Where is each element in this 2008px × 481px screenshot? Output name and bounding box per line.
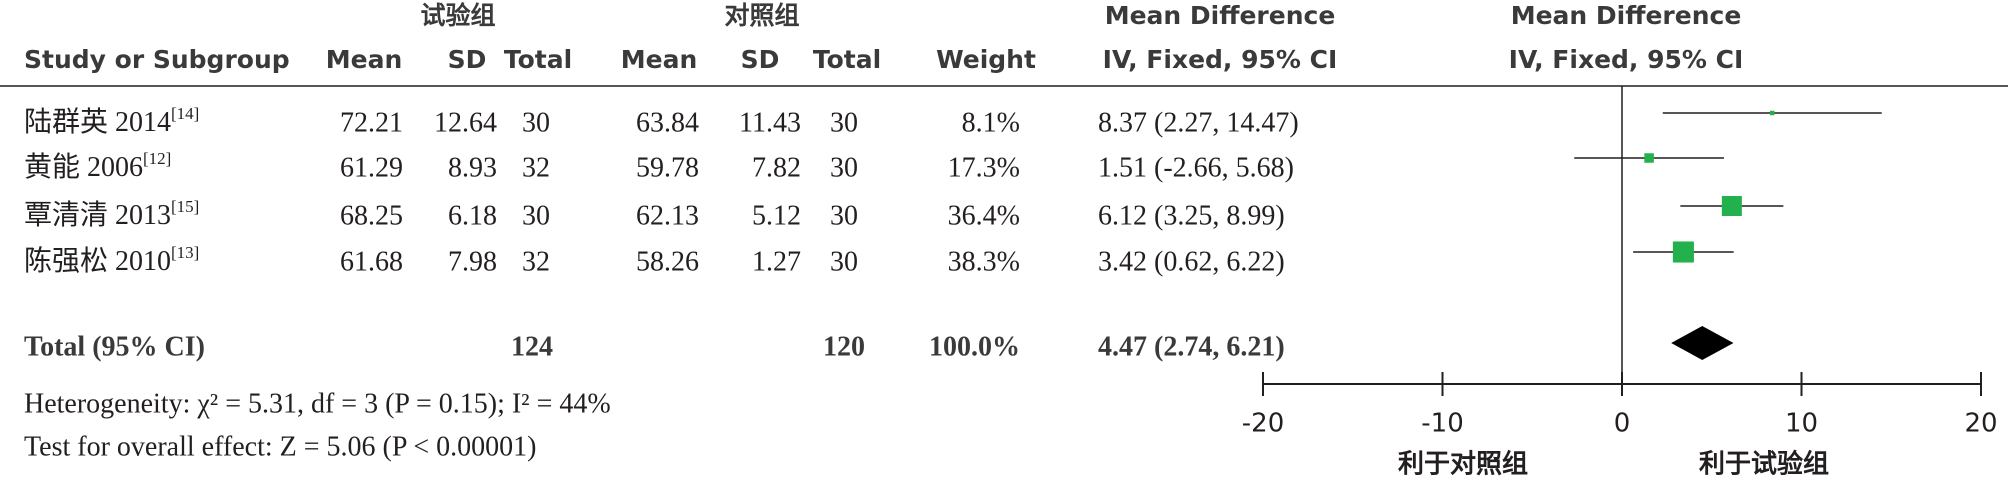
x-tick-label: -10 <box>1421 409 1463 439</box>
favours-left: 利于对照组 <box>1398 449 1528 480</box>
study-label: 陆群英 2014 <box>24 106 171 138</box>
column-header: Study or Subgroup <box>24 45 290 74</box>
weight: 8.1% <box>962 107 1020 138</box>
x-tick-label: 20 <box>1964 409 1997 439</box>
study-label: 陈强松 2010 <box>24 245 171 277</box>
weight: 36.4% <box>948 200 1020 231</box>
effect-header: IV, Fixed, 95% CI <box>1103 45 1338 74</box>
exp-total: 30 <box>522 107 550 138</box>
ctl-mean: 62.13 <box>636 200 699 231</box>
study-name: 黄能 2006[12] <box>24 149 171 184</box>
total-exp: 124 <box>511 331 553 362</box>
weight: 38.3% <box>948 246 1020 277</box>
effect-square <box>1770 110 1775 116</box>
column-header: Total <box>813 45 881 74</box>
exp-mean: 68.25 <box>340 200 403 231</box>
effect-ci: 3.42 (0.62, 6.22) <box>1098 246 1285 277</box>
study-name: 覃清清 2013[15] <box>24 197 199 232</box>
effect-square <box>1672 241 1694 263</box>
effect-ci: 6.12 (3.25, 8.99) <box>1098 200 1285 231</box>
effect-header: Mean Difference <box>1105 1 1336 30</box>
column-header: Mean <box>326 45 403 74</box>
plot-header: Mean Difference <box>1511 1 1742 30</box>
exp-total: 32 <box>522 246 550 277</box>
total-ci: 4.47 (2.74, 6.21) <box>1098 331 1285 362</box>
column-header: Total <box>504 45 572 74</box>
x-tick-label: -20 <box>1242 409 1284 439</box>
exp-sd: 7.98 <box>448 246 497 277</box>
ctl-sd: 11.43 <box>739 107 801 138</box>
ctl-total: 30 <box>830 107 858 138</box>
study-name: 陈强松 2010[13] <box>24 243 199 278</box>
ctl-total: 30 <box>830 200 858 231</box>
total-weight: 100.0% <box>929 331 1020 362</box>
plot-header: IV, Fixed, 95% CI <box>1509 45 1744 74</box>
ctl-sd: 1.27 <box>752 246 801 277</box>
effect-square <box>1644 153 1654 163</box>
study-label: 覃清清 2013 <box>24 199 171 231</box>
column-header: SD <box>448 45 487 74</box>
exp-mean: 61.29 <box>340 152 403 183</box>
study-name: 陆群英 2014[14] <box>24 104 199 139</box>
effect-square <box>1721 195 1742 217</box>
group-header: 对照组 <box>724 1 799 30</box>
exp-mean: 61.68 <box>340 246 403 277</box>
x-tick-label: 10 <box>1785 409 1818 439</box>
ctl-sd: 5.12 <box>752 200 801 231</box>
study-reference: [13] <box>171 243 199 262</box>
ctl-mean: 63.84 <box>636 107 699 138</box>
study-label: 黄能 2006 <box>24 151 143 183</box>
column-header: Mean <box>621 45 698 74</box>
exp-sd: 12.64 <box>434 107 497 138</box>
exp-mean: 72.21 <box>340 107 403 138</box>
group-header: 试验组 <box>420 1 495 30</box>
exp-sd: 8.93 <box>448 152 497 183</box>
favours-right: 利于试验组 <box>1699 449 1829 480</box>
total-ctl: 120 <box>823 331 865 362</box>
summary-diamond <box>1671 326 1734 360</box>
study-reference: [15] <box>171 197 199 216</box>
ctl-mean: 58.26 <box>636 246 699 277</box>
column-header: SD <box>741 45 780 74</box>
weight: 17.3% <box>948 152 1020 183</box>
exp-total: 30 <box>522 200 550 231</box>
effect-ci: 1.51 (-2.66, 5.68) <box>1098 152 1294 183</box>
effect-ci: 8.37 (2.27, 14.47) <box>1098 107 1299 138</box>
heterogeneity: Heterogeneity: χ² = 5.31, df = 3 (P = 0.… <box>24 388 611 419</box>
study-reference: [12] <box>143 149 171 168</box>
ctl-sd: 7.82 <box>752 152 801 183</box>
ctl-total: 30 <box>830 246 858 277</box>
study-reference: [14] <box>171 104 199 123</box>
column-header: Weight <box>936 45 1036 74</box>
exp-sd: 6.18 <box>448 200 497 231</box>
overall-effect: Test for overall effect: Z = 5.06 (P < 0… <box>24 431 537 462</box>
total-label: Total (95% CI) <box>24 331 205 362</box>
ctl-mean: 59.78 <box>636 152 699 183</box>
x-tick-label: 0 <box>1614 409 1631 439</box>
exp-total: 32 <box>522 152 550 183</box>
ctl-total: 30 <box>830 152 858 183</box>
